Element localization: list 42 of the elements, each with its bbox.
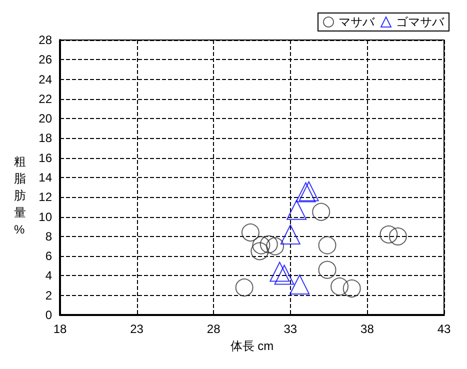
point — [380, 225, 398, 244]
point — [318, 260, 336, 279]
y-tick-label: 6 — [45, 249, 52, 264]
point — [286, 200, 307, 220]
x-axis-title: 体長 cm — [230, 338, 274, 353]
point — [266, 237, 284, 256]
y-tick-label: 28 — [38, 33, 52, 47]
point — [252, 236, 270, 254]
point — [241, 224, 260, 242]
y-tick-label: 22 — [38, 92, 52, 106]
point — [388, 227, 407, 246]
x-tick-label: 38 — [360, 322, 374, 336]
y-tick-label: 0 — [45, 308, 52, 322]
point — [318, 236, 336, 254]
point — [260, 235, 278, 254]
y-tick-label: 16 — [38, 150, 52, 165]
point — [270, 262, 290, 282]
point — [312, 202, 330, 221]
x-tick-label: 43 — [437, 322, 451, 336]
point — [250, 242, 269, 260]
point — [235, 278, 254, 296]
legend-label: ゴマサバ — [396, 15, 445, 29]
point — [280, 224, 300, 244]
y-tick-label: 10 — [38, 210, 52, 224]
y-tick-label: 26 — [38, 52, 52, 67]
point — [330, 278, 349, 296]
legend-label: マサバ — [338, 15, 376, 29]
x-tick-label: 33 — [284, 322, 298, 336]
y-tick-label: 12 — [38, 190, 52, 204]
y-tick-label: 18 — [38, 131, 52, 146]
y-axis-title: 粗脂肪量% — [14, 154, 26, 236]
y-tick-label: 2 — [45, 288, 52, 302]
y-tick-label: 14 — [38, 170, 52, 184]
point — [342, 279, 361, 298]
x-tick-label: 23 — [130, 322, 144, 336]
point — [274, 264, 294, 285]
y-tick-label: 8 — [45, 229, 52, 244]
x-tick-label: 28 — [206, 322, 221, 336]
y-tick-label: 20 — [38, 112, 52, 126]
y-tick-label: 24 — [38, 72, 52, 86]
point — [290, 274, 310, 295]
y-tick-label: 4 — [45, 268, 52, 283]
